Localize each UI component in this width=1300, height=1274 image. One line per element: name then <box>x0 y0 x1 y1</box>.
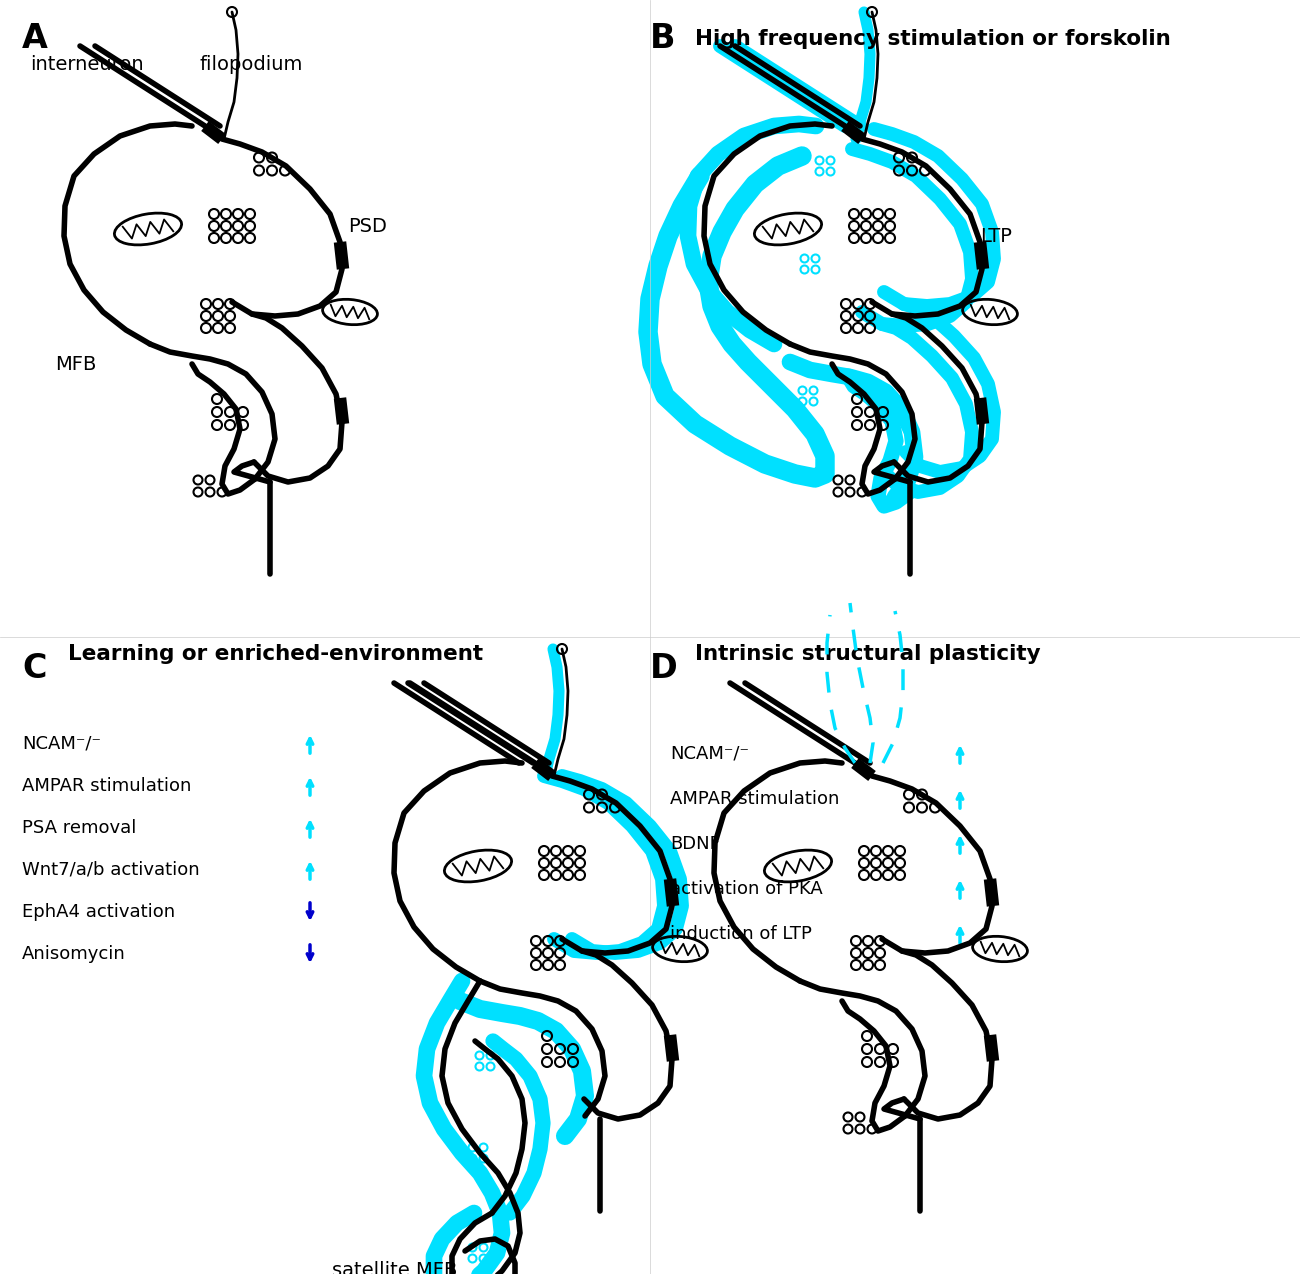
Text: C: C <box>22 652 47 685</box>
Text: activation of PKA: activation of PKA <box>670 880 823 898</box>
Text: BDNF: BDNF <box>670 834 720 854</box>
Text: Anisomycin: Anisomycin <box>22 945 126 963</box>
Text: induction of LTP: induction of LTP <box>670 925 812 943</box>
Text: Wnt7/a/b activation: Wnt7/a/b activation <box>22 861 200 879</box>
Text: Learning or enriched-environment: Learning or enriched-environment <box>68 643 484 664</box>
Text: A: A <box>22 22 48 55</box>
Text: Intrinsic structural plasticity: Intrinsic structural plasticity <box>696 643 1040 664</box>
Text: EphA4 activation: EphA4 activation <box>22 903 176 921</box>
Text: filopodium: filopodium <box>200 55 303 74</box>
Text: PSD: PSD <box>348 217 387 236</box>
Text: satellite MFB: satellite MFB <box>333 1261 458 1274</box>
Text: NCAM⁻/⁻: NCAM⁻/⁻ <box>22 735 101 753</box>
Text: PSA removal: PSA removal <box>22 819 136 837</box>
Text: AMPAR stimulation: AMPAR stimulation <box>670 790 840 808</box>
Text: B: B <box>650 22 676 55</box>
Text: AMPAR stimulation: AMPAR stimulation <box>22 777 191 795</box>
Text: MFB: MFB <box>55 354 96 373</box>
Text: High frequency stimulation or forskolin: High frequency stimulation or forskolin <box>696 29 1171 48</box>
Text: NCAM⁻/⁻: NCAM⁻/⁻ <box>670 745 749 763</box>
Text: LTP: LTP <box>980 227 1011 246</box>
Text: D: D <box>650 652 677 685</box>
Text: interneuron: interneuron <box>30 55 143 74</box>
